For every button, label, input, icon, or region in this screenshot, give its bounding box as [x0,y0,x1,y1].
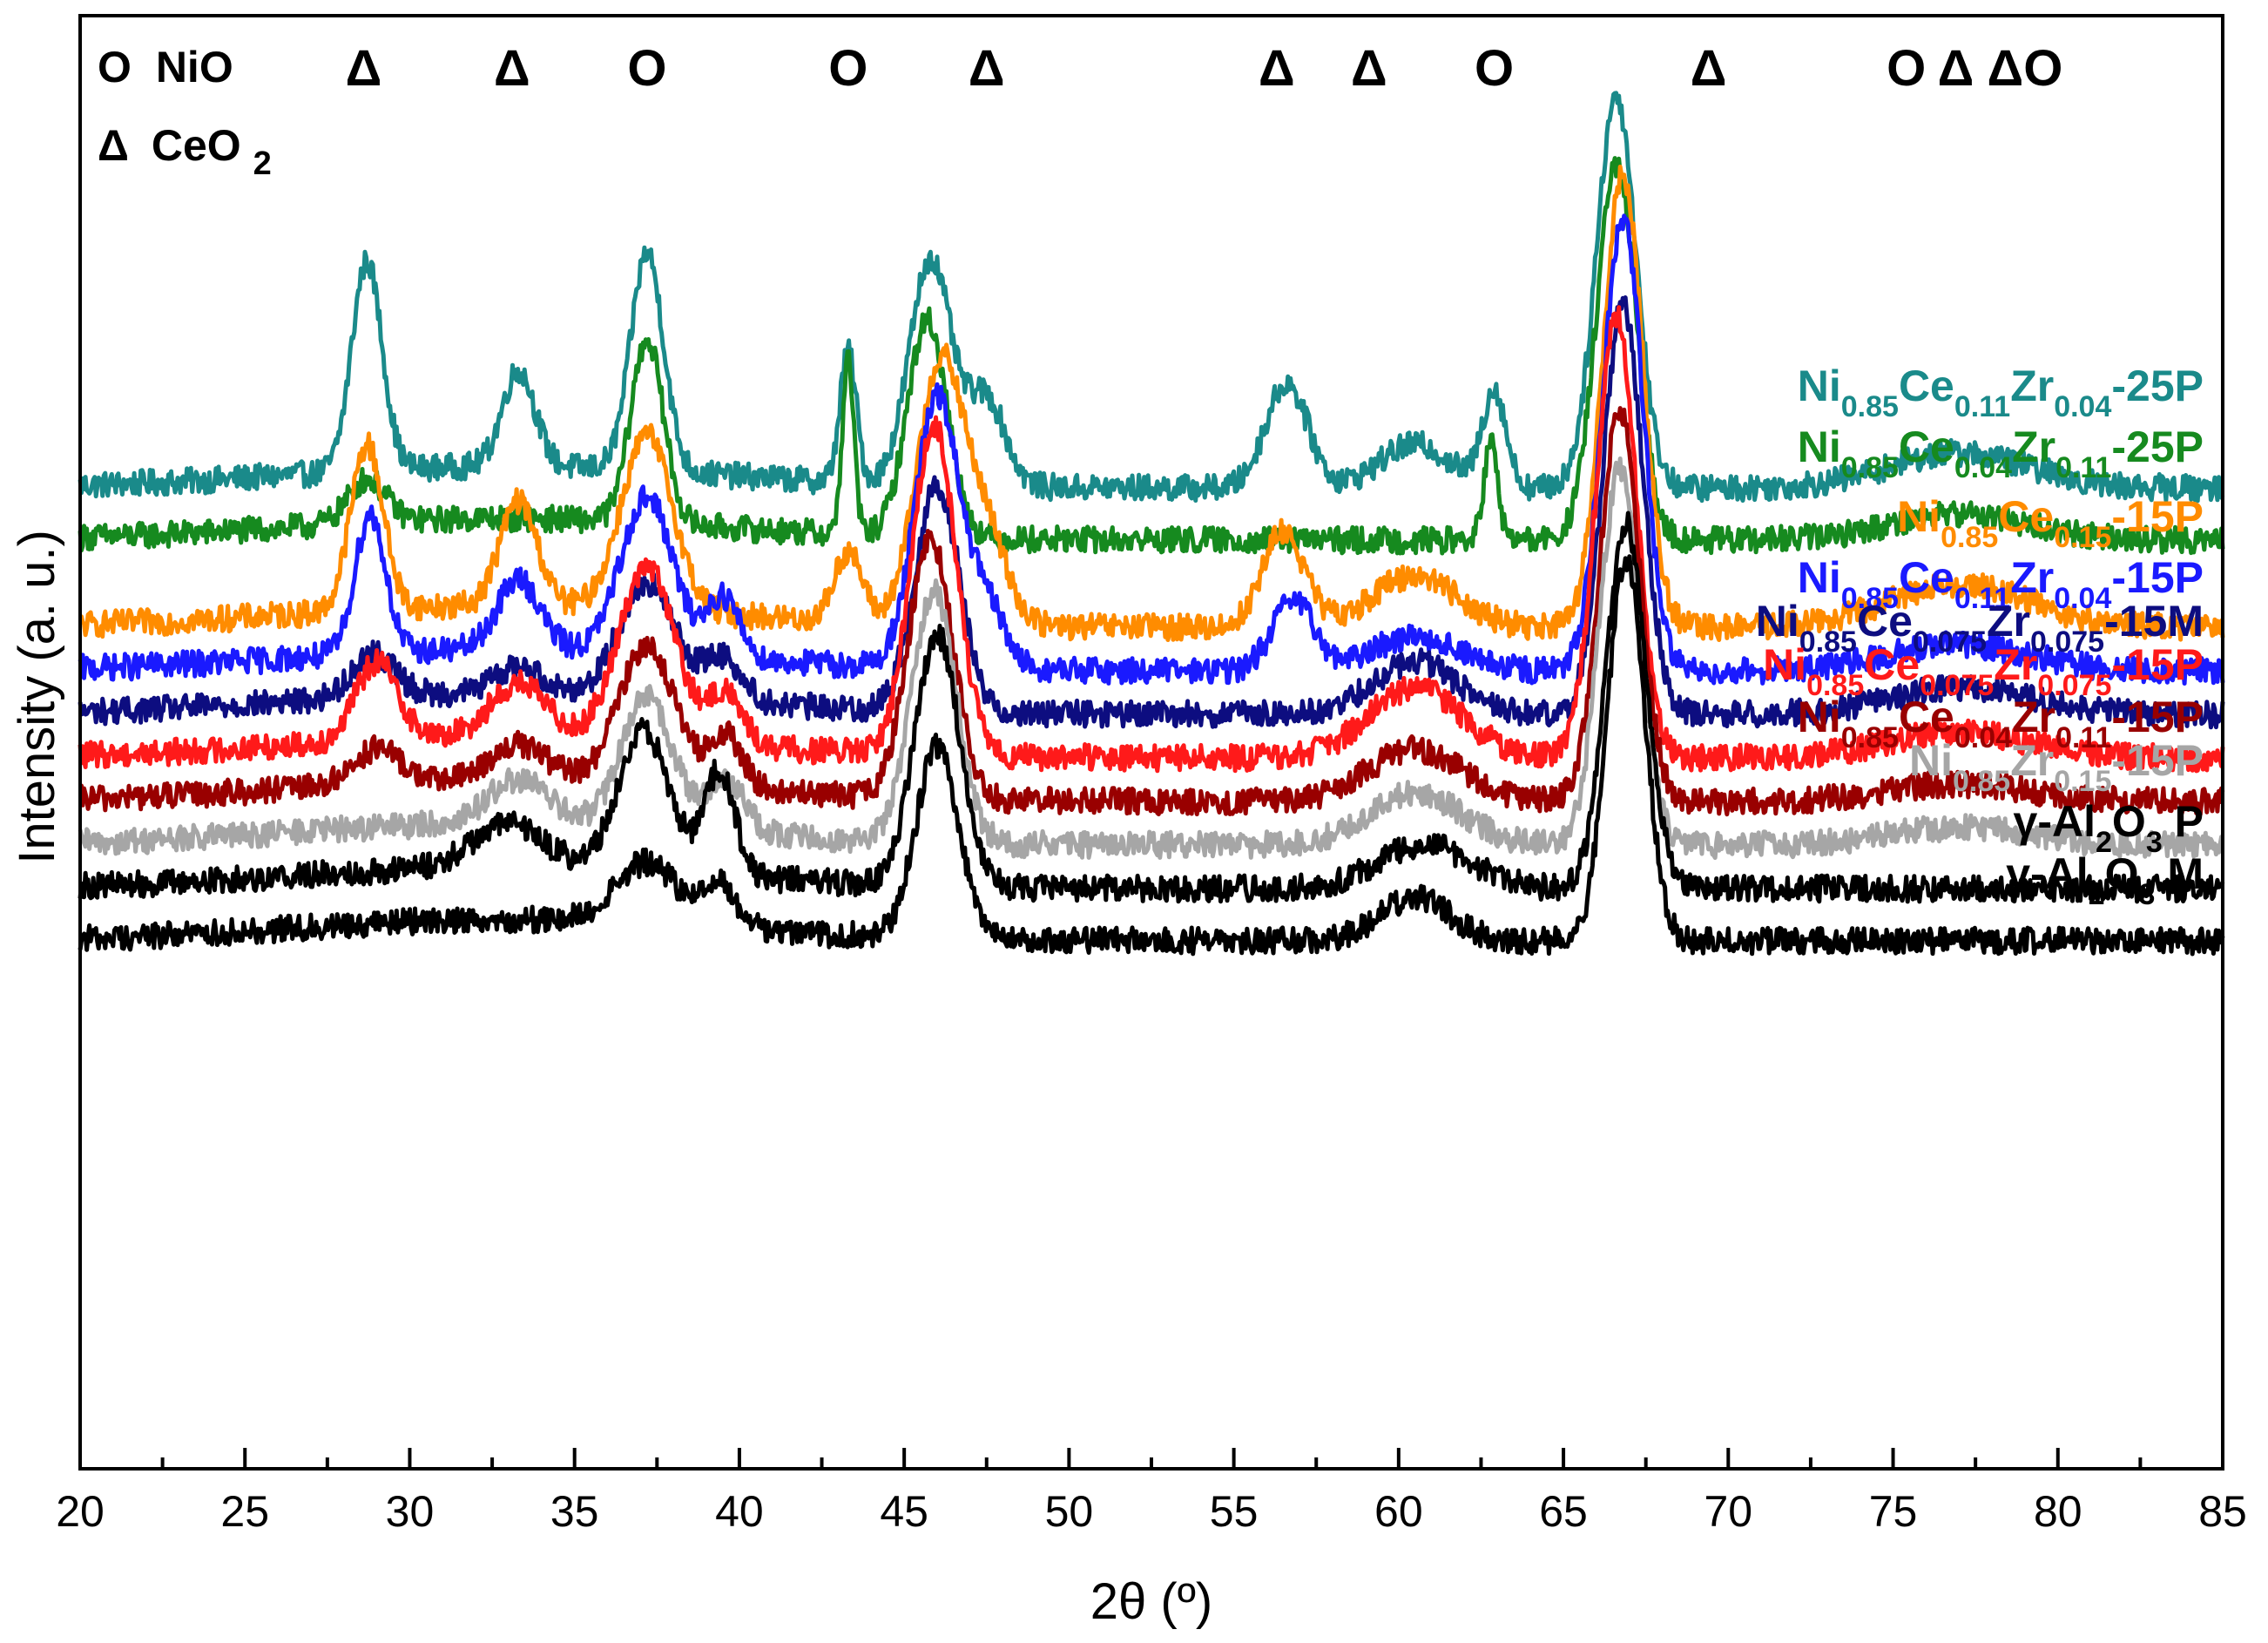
x-tick-label: 25 [220,1487,269,1536]
legend-ceo2-sub: 2 [253,145,272,182]
peak-marker: O [627,40,666,97]
x-axis-ticks: 20 25 30 35 40 45 50 55 60 65 70 75 80 85 [56,1448,2247,1536]
x-tick-label: 75 [1869,1487,1918,1536]
x-tick-label: 40 [715,1487,764,1536]
legend-nio-symbol: O [98,43,132,91]
x-tick-label: 45 [880,1487,928,1536]
x-tick-label: 60 [1374,1487,1423,1536]
series-label: γ-Al2O3 P [2014,797,2204,859]
x-tick-label: 85 [2198,1487,2247,1536]
x-tick-label: 65 [1539,1487,1588,1536]
series-line [78,456,2224,861]
x-tick-label: 55 [1210,1487,1259,1536]
series-label: Ni0.85Ce0.15-15P [1897,492,2204,554]
peak-markers: Δ Δ O O Δ Δ Δ O Δ O Δ ΔO [346,40,2063,97]
series-label: Ni0.85Ce0.075Zr0.075-15M [1756,597,2204,659]
x-tick-label: 30 [386,1487,435,1536]
series-line [78,156,2225,556]
phase-legend: O NiO Δ CeO 2 [98,43,272,182]
series-line [78,510,2225,904]
peak-marker: O [1475,40,1514,97]
peak-marker: Δ [1691,40,1727,97]
x-tick-label: 35 [550,1487,599,1536]
peak-marker: Δ [1351,40,1387,97]
peak-marker: Δ [346,40,382,97]
series-line [78,305,2225,774]
peak-marker: O [828,40,867,97]
series-line [78,554,2225,957]
peak-marker: Δ [969,40,1005,97]
series-line [79,165,2225,642]
x-tick-label: 20 [56,1487,105,1536]
legend-ceo2-symbol: Δ [98,121,129,170]
series-label: Ni0.85Ce0.11Zr0.04-25P [1798,362,2204,423]
series-layer: Ni0.85Ce0.11Zr0.04-25PNi0.85Ce0.04Zr0.11… [78,91,2225,957]
series-line [78,295,2225,730]
x-tick-label: 80 [2034,1487,2082,1536]
x-axis-title: 2θ (º) [1090,1573,1212,1630]
series-label: Ni0.85Ce0.04Zr0.11-15P [1798,693,2204,754]
legend-nio-label: NiO [156,43,233,91]
peak-marker: Δ [494,40,530,97]
series-label: Ni0.85Ce0.075Zr0.075-15P [1763,640,2204,702]
x-tick-label: 70 [1704,1487,1752,1536]
series-label: Ni0.85Zr0.15-15P [1909,736,2204,798]
peak-marker: ΔO [1988,40,2063,97]
y-axis-title: Intensity (a. u.) [9,530,65,864]
series-label: Ni0.85Ce0.11Zr0.04-15P [1798,553,2204,615]
series-line [78,91,2225,504]
legend-ceo2: Δ CeO 2 [98,121,272,182]
series-label: γ-Al2O3 M [2006,849,2204,911]
legend-nio: O NiO [98,43,233,91]
series-label: Ni0.85Ce0.04Zr0.11-25P [1798,423,2204,484]
peak-marker: O [1887,40,1926,97]
peak-marker: Δ [1259,40,1295,97]
peak-marker: Δ [1938,40,1974,97]
legend-ceo2-label: CeO [152,121,241,170]
series-line [78,213,2225,686]
x-tick-label: 50 [1045,1487,1094,1536]
series-line [78,406,2225,817]
